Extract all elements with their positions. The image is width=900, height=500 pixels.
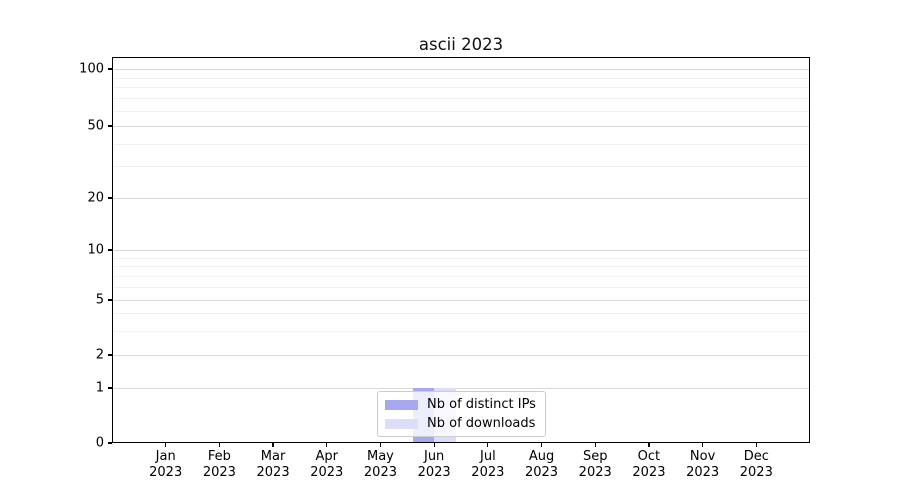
plot-area — [112, 57, 810, 443]
x-tick-mark-nov — [702, 443, 704, 447]
gridline-y-8 — [112, 266, 810, 268]
x-tick-mark-jun — [433, 443, 435, 447]
x-tick-label-oct: Oct 2023 — [632, 449, 666, 480]
gridline-y-10 — [112, 250, 810, 251]
x-tick-label-sep: Sep 2023 — [578, 449, 612, 480]
y-tick-mark-0 — [108, 442, 112, 444]
x-tick-mark-may — [379, 443, 382, 447]
x-tick-label-aug: Aug 2023 — [524, 449, 559, 480]
y-tick-label-20: 20 — [87, 190, 104, 206]
x-tick-label-jul: Jul 2023 — [471, 449, 505, 480]
gridline-y-20 — [112, 198, 810, 199]
gridline-y-3 — [112, 330, 810, 332]
gridline-y-60 — [112, 111, 810, 112]
gridline-y-4 — [112, 313, 810, 315]
x-tick-label-apr: Apr 2023 — [310, 449, 344, 480]
gridline-y-50 — [112, 126, 810, 127]
legend: Nb of distinct IPs Nb of downloads — [377, 391, 546, 437]
y-tick-mark-20 — [108, 197, 112, 199]
x-tick-label-may: May 2023 — [363, 449, 397, 480]
legend-swatch-distinct-ips — [385, 399, 418, 410]
x-tick-label-nov: Nov 2023 — [686, 449, 720, 480]
gridline-y-40 — [112, 143, 810, 145]
chart-title: ascii 2023 — [418, 35, 504, 54]
y-tick-label-1: 1 — [95, 380, 104, 396]
y-tick-label-50: 50 — [87, 118, 104, 134]
y-tick-label-2: 2 — [95, 347, 104, 363]
gridline-y-30 — [112, 166, 810, 168]
y-tick-label-10: 10 — [87, 242, 104, 258]
y-tick-label-100: 100 — [79, 61, 104, 77]
gridline-y-9 — [112, 257, 810, 259]
x-tick-mark-jul — [487, 443, 489, 447]
x-tick-label-mar: Mar 2023 — [256, 449, 290, 480]
x-tick-mark-oct — [648, 443, 650, 447]
x-tick-mark-mar — [272, 443, 274, 447]
gridline-y-70 — [112, 98, 810, 100]
gridline-y-5 — [112, 300, 810, 301]
gridline-y-7 — [112, 275, 810, 277]
gridline-y-2 — [112, 355, 810, 356]
x-tick-mark-aug — [540, 443, 543, 447]
legend-label-distinct-ips: Nb of distinct IPs — [427, 397, 536, 412]
x-tick-label-dec: Dec 2023 — [739, 449, 773, 480]
x-tick-label-jan: Jan 2023 — [149, 449, 183, 480]
y-tick-mark-2 — [108, 354, 112, 356]
y-tick-label-5: 5 — [95, 292, 104, 308]
gridline-y-6 — [112, 286, 810, 288]
legend-label-downloads: Nb of downloads — [427, 416, 536, 431]
x-tick-mark-sep — [594, 443, 596, 447]
legend-swatch-downloads — [385, 418, 418, 429]
y-tick-mark-1 — [108, 387, 112, 389]
x-tick-mark-feb — [218, 443, 220, 447]
gridline-y-80 — [112, 87, 810, 89]
x-tick-mark-jan — [165, 443, 167, 447]
gridline-y-100 — [112, 69, 810, 70]
gridline-y-1 — [112, 388, 810, 389]
y-tick-label-0: 0 — [95, 435, 104, 451]
legend-item-distinct-ips: Nb of distinct IPs — [385, 397, 536, 412]
y-tick-mark-100 — [108, 68, 112, 70]
y-tick-mark-5 — [108, 299, 112, 301]
x-tick-label-feb: Feb 2023 — [202, 449, 236, 480]
gridline-y-90 — [112, 77, 810, 79]
x-tick-mark-dec — [755, 443, 757, 447]
legend-item-downloads: Nb of downloads — [385, 416, 536, 431]
y-tick-mark-50 — [108, 125, 112, 127]
y-tick-mark-10 — [108, 249, 112, 251]
x-tick-label-jun: Jun 2023 — [417, 449, 451, 480]
x-tick-mark-apr — [326, 443, 328, 447]
